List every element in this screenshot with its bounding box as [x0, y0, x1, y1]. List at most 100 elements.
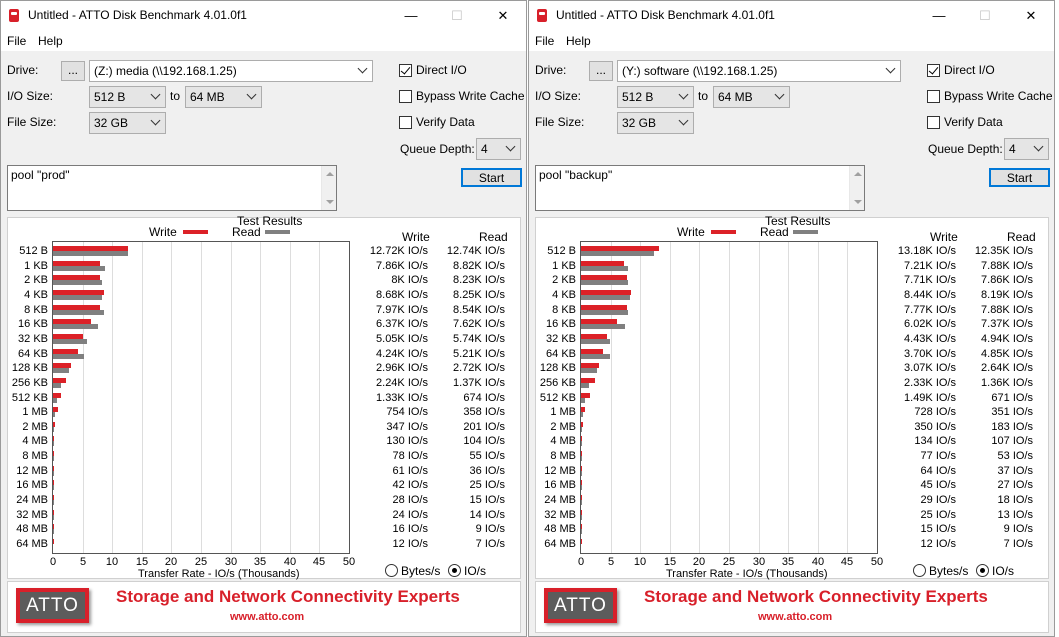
chevron-down-icon: [150, 115, 161, 126]
gridline: [171, 242, 172, 553]
read-value: 5.21K IO/s: [453, 347, 505, 360]
read-bar: [581, 397, 585, 403]
to-label: to: [698, 89, 709, 103]
bypass-write-cache-checkbox[interactable]: [927, 90, 940, 103]
scroll-down-icon[interactable]: [326, 200, 334, 204]
chevron-down-icon: [246, 89, 257, 100]
maximize-icon[interactable]: ☐: [979, 8, 991, 23]
io-size-to-select[interactable]: 64 MB: [713, 86, 790, 108]
close-icon[interactable]: ✕: [1025, 8, 1037, 23]
write-value: 2.24K IO/s: [376, 376, 428, 389]
write-bar: [53, 451, 54, 457]
read-value: 351 IO/s: [991, 406, 1033, 419]
verify-data-checkbox[interactable]: [927, 116, 940, 129]
browse-button[interactable]: ...: [61, 61, 85, 81]
bypass-write-cache-checkbox[interactable]: [399, 90, 412, 103]
file-size-select[interactable]: 32 GB: [89, 112, 166, 134]
close-icon[interactable]: ✕: [497, 8, 509, 23]
menu-help[interactable]: Help: [38, 34, 63, 48]
banner-url[interactable]: www.atto.com: [230, 611, 305, 623]
drive-select[interactable]: (Z:) media (\\192.168.1.25): [89, 60, 373, 82]
atto-logo-text: ATTO: [548, 592, 613, 619]
queue-depth-select[interactable]: 4: [476, 138, 521, 160]
menu-file[interactable]: File: [7, 34, 27, 48]
read-bar: [53, 382, 62, 388]
io-per-sec-radio[interactable]: [976, 564, 989, 577]
memo-scrollbar[interactable]: [321, 166, 336, 210]
description-textarea[interactable]: pool "backup": [535, 165, 865, 211]
x-tick-label: 30: [752, 556, 766, 568]
bytes-per-sec-radio[interactable]: [913, 564, 926, 577]
menu-help[interactable]: Help: [566, 34, 591, 48]
write-value: 7.77K IO/s: [904, 303, 956, 316]
verify-data-checkbox[interactable]: [399, 116, 412, 129]
read-value: 8.23K IO/s: [453, 274, 505, 287]
minimize-icon[interactable]: —: [932, 8, 946, 23]
io-size-from-select[interactable]: 512 B: [617, 86, 694, 108]
row-label: 512 KB: [539, 391, 576, 404]
x-tick-label: 45: [840, 556, 854, 568]
io-size-from-value: 512 B: [622, 90, 654, 104]
row-label: 24 MB: [544, 494, 576, 507]
chevron-down-icon: [505, 141, 516, 152]
atto-banner[interactable]: ATTO Storage and Network Connectivity Exp…: [7, 581, 521, 633]
read-bar: [581, 338, 611, 344]
direct-io-checkbox[interactable]: [399, 64, 412, 77]
description-textarea[interactable]: pool "prod": [7, 165, 337, 211]
row-label: 8 MB: [22, 450, 48, 463]
gridline: [319, 242, 320, 553]
write-bar: [53, 407, 58, 413]
atto-banner[interactable]: ATTO Storage and Network Connectivity Exp…: [535, 581, 1049, 633]
memo-scrollbar[interactable]: [849, 166, 864, 210]
row-label: 512 B: [547, 245, 576, 257]
direct-io-checkbox[interactable]: [927, 64, 940, 77]
drive-select[interactable]: (Y:) software (\\192.168.1.25): [617, 60, 901, 82]
write-bar: [581, 451, 582, 457]
bytes-per-sec-radio[interactable]: [385, 564, 398, 577]
read-value: 9 IO/s: [1003, 523, 1033, 536]
io-size-from-select[interactable]: 512 B: [89, 86, 166, 108]
x-tick-label: 25: [722, 556, 736, 568]
read-value: 9 IO/s: [475, 523, 505, 536]
write-bar: [53, 392, 61, 398]
read-value: 201 IO/s: [463, 420, 505, 433]
window-title: Untitled - ATTO Disk Benchmark 4.01.0f1: [556, 8, 775, 22]
results-title: Test Results: [237, 214, 303, 228]
read-bar: [53, 309, 104, 315]
menu-file[interactable]: File: [535, 34, 555, 48]
row-label: 16 MB: [544, 479, 576, 492]
queue-depth-select[interactable]: 4: [1004, 138, 1049, 160]
write-value: 78 IO/s: [392, 450, 428, 463]
start-button[interactable]: Start: [989, 168, 1050, 187]
scroll-down-icon[interactable]: [854, 200, 862, 204]
file-size-select[interactable]: 32 GB: [617, 112, 694, 134]
maximize-icon[interactable]: ☐: [451, 8, 463, 23]
read-value: 107 IO/s: [991, 435, 1033, 448]
bypass-write-cache-checkbox-label: Bypass Write Cache: [944, 89, 1053, 103]
scroll-up-icon[interactable]: [854, 172, 862, 176]
write-value: 77 IO/s: [920, 450, 956, 463]
legend-read-swatch: [793, 230, 818, 234]
write-value: 3.70K IO/s: [904, 347, 956, 360]
write-bar: [581, 289, 631, 295]
scroll-up-icon[interactable]: [326, 172, 334, 176]
read-value: 2.64K IO/s: [981, 362, 1033, 375]
gridline: [142, 242, 143, 553]
write-value: 754 IO/s: [386, 406, 428, 419]
banner-url[interactable]: www.atto.com: [758, 611, 833, 623]
row-label: 32 KB: [546, 332, 576, 345]
write-value: 61 IO/s: [392, 464, 428, 477]
write-bar: [581, 363, 600, 369]
read-value: 7.37K IO/s: [981, 318, 1033, 331]
io-size-to-select[interactable]: 64 MB: [185, 86, 262, 108]
write-bar: [53, 436, 54, 442]
write-bar: [581, 333, 608, 339]
minimize-icon[interactable]: —: [404, 8, 418, 23]
io-size-label: I/O Size:: [535, 89, 582, 103]
start-button[interactable]: Start: [461, 168, 522, 187]
write-value: 25 IO/s: [920, 508, 956, 521]
io-per-sec-radio[interactable]: [448, 564, 461, 577]
bar-chart-plot: [52, 241, 350, 554]
browse-button[interactable]: ...: [589, 61, 613, 81]
results-panel: Test Results Write Read Write Read 512 B 13.18…: [535, 214, 1049, 580]
